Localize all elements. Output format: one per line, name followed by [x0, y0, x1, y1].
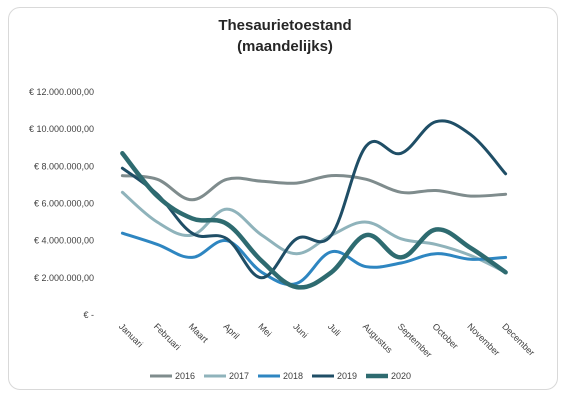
x-tick-label: Februari	[152, 321, 183, 352]
y-tick-label: € 8.000.000,00	[34, 161, 94, 171]
x-tick-label: Januari	[117, 321, 145, 349]
legend-label-2019: 2019	[337, 371, 357, 381]
x-tick-label: Juni	[291, 321, 310, 340]
x-tick-label: November	[465, 321, 501, 357]
legend-label-2017: 2017	[229, 371, 249, 381]
series-line-2018	[120, 231, 508, 286]
legend: 2016 2017 2018 2019 2020	[150, 371, 411, 381]
chart-subtitle: (maandelijks)	[237, 38, 333, 55]
y-tick-label: € 2.000.000,00	[34, 273, 94, 283]
series-line-2019	[120, 119, 508, 280]
y-tick-label: € 12.000.000,00	[29, 87, 94, 97]
x-axis: Januari Februari Maart April Mei Juni Juli Augu…	[117, 321, 537, 359]
x-tick-label: Juli	[326, 321, 343, 338]
y-tick-label: € 6.000.000,00	[34, 199, 94, 209]
x-tick-label: Augustus	[361, 321, 395, 355]
y-tick-label: € 10.000.000,00	[29, 124, 94, 134]
chart-frame	[8, 7, 558, 390]
x-tick-label: April	[222, 321, 242, 341]
legend-label-2016: 2016	[175, 371, 195, 381]
series-line-2016	[120, 173, 508, 202]
series-lines	[120, 119, 508, 290]
series-line-2017	[120, 190, 508, 274]
legend-label-2018: 2018	[283, 371, 303, 381]
legend-label-2020: 2020	[391, 371, 411, 381]
y-tick-label: € -	[83, 310, 94, 320]
y-tick-label: € 4.000.000,00	[34, 236, 94, 246]
chart-title: Thesaurietoestand (maandelijks)	[0, 15, 570, 57]
x-tick-label: October	[431, 321, 461, 351]
x-tick-label: Maart	[187, 321, 211, 345]
y-axis: € - € 2.000.000,00 € 4.000.000,00 € 6.000.0…	[29, 87, 94, 320]
chart-title-line: Thesaurietoestand	[218, 17, 352, 34]
x-tick-label: December	[500, 321, 536, 357]
series-line-2020	[120, 151, 508, 290]
x-tick-label: September	[396, 321, 434, 359]
x-tick-label: Mei	[256, 321, 273, 338]
